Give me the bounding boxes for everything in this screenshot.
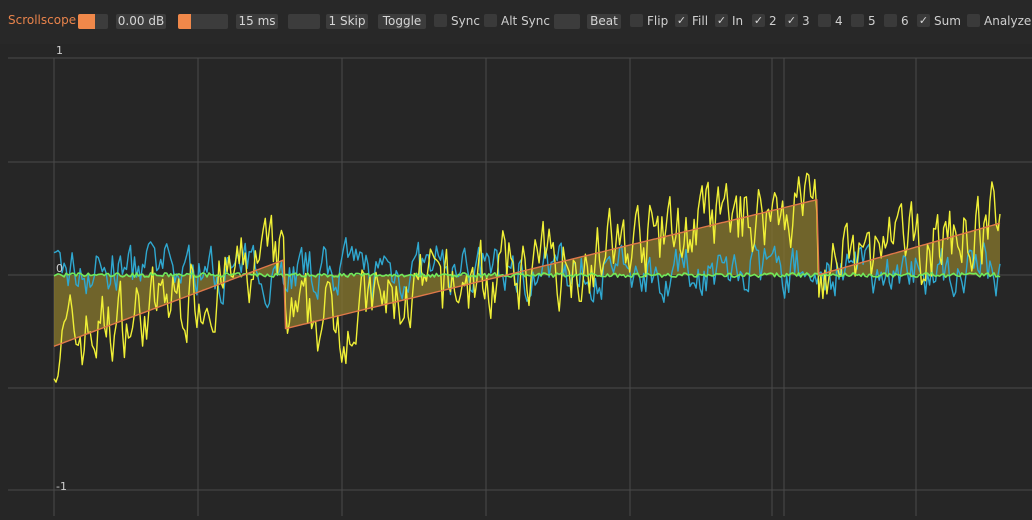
beat-slider[interactable] <box>554 14 580 29</box>
sum-checkbox[interactable]: ✓ <box>917 14 930 27</box>
alt-sync-label: Alt Sync <box>501 14 550 28</box>
time-value[interactable]: 15 ms <box>236 14 278 29</box>
input-waveform <box>53 172 1001 383</box>
channel-2-waveform <box>53 237 1001 309</box>
fill-label: Fill <box>692 14 709 28</box>
y-axis-zero-label: 0 <box>56 262 63 275</box>
channel-6-label: 6 <box>901 14 909 28</box>
check-mark-icon: ✓ <box>716 14 727 27</box>
fill-checkbox[interactable]: ✓ <box>675 14 688 27</box>
channel-3-waveform <box>53 272 1001 278</box>
toggle-button[interactable]: Toggle <box>378 14 426 29</box>
skip-slider[interactable] <box>288 14 320 29</box>
gain-slider-fill <box>78 14 95 29</box>
flip-checkbox[interactable] <box>630 14 643 27</box>
check-mark-icon: ✓ <box>918 14 929 27</box>
waveform-canvas[interactable] <box>0 44 1032 516</box>
flip-label: Flip <box>647 14 669 28</box>
analyze-checkbox[interactable] <box>967 14 980 27</box>
in-label: In <box>732 14 744 28</box>
skip-value[interactable]: 1 Skip <box>326 14 368 29</box>
check-mark-icon: ✓ <box>676 14 687 27</box>
in-checkbox[interactable]: ✓ <box>715 14 728 27</box>
channel-2-checkbox[interactable]: ✓ <box>752 14 765 27</box>
channel-5-label: 5 <box>868 14 876 28</box>
check-mark-icon: ✓ <box>753 14 764 27</box>
channel-6-checkbox[interactable] <box>884 14 897 27</box>
beat-button[interactable]: Beat <box>587 14 621 29</box>
sync-label: Sync <box>451 14 480 28</box>
channel-3-label: 3 <box>802 14 810 28</box>
gain-value[interactable]: 0.00 dB <box>116 14 166 29</box>
check-mark-icon: ✓ <box>786 14 797 27</box>
channel-4-checkbox[interactable] <box>818 14 831 27</box>
alt-sync-checkbox[interactable] <box>484 14 497 27</box>
channel-2-label: 2 <box>769 14 777 28</box>
y-axis-top-label: 1 <box>56 44 63 57</box>
sum-label: Sum <box>934 14 961 28</box>
channel-3-checkbox[interactable]: ✓ <box>785 14 798 27</box>
channel-5-checkbox[interactable] <box>851 14 864 27</box>
oscilloscope-display[interactable]: 1 0 -1 <box>0 44 1032 516</box>
sum-waveform <box>53 199 1001 347</box>
app-title: Scrollscope <box>8 13 77 27</box>
sync-checkbox[interactable] <box>434 14 447 27</box>
analyze-label: Analyze <box>984 14 1032 28</box>
gain-slider[interactable] <box>78 14 108 29</box>
time-slider[interactable] <box>178 14 228 29</box>
toolbar: Scrollscope 0.00 dB 15 ms 1 Skip Toggle … <box>0 0 1032 44</box>
time-slider-fill <box>178 14 191 29</box>
channel-4-label: 4 <box>835 14 843 28</box>
y-axis-bottom-label: -1 <box>56 480 67 493</box>
